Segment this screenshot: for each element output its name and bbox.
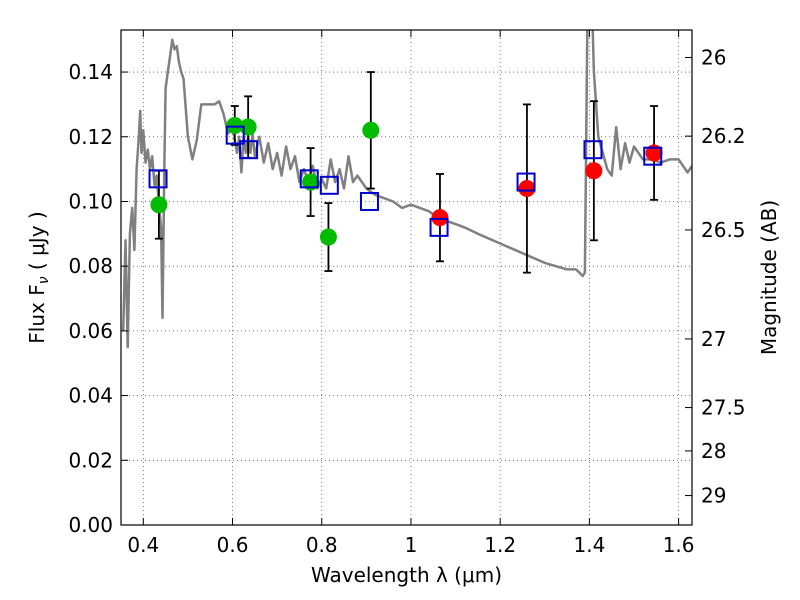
model-square-point bbox=[583, 140, 603, 160]
y-tick-label: 0.10 bbox=[68, 189, 113, 213]
green-data-point bbox=[150, 196, 168, 214]
y-axis-label-sub: ν bbox=[36, 276, 52, 284]
marks-layer bbox=[148, 71, 663, 274]
y-axis-label-main: Flux F bbox=[25, 284, 49, 343]
y-tick-label: 0.14 bbox=[68, 60, 113, 84]
y-axis-label-unit: ( μJy ) bbox=[25, 211, 49, 276]
x-tick-label: 0.4 bbox=[127, 533, 159, 557]
x-tick-label: 1 bbox=[405, 533, 418, 557]
ticks: 0.4 0.6 0.8 1 1.2 1.4 1.6 0.00 0.02 0.04 0.06 0.08 0… bbox=[68, 30, 746, 557]
y2-tick-label: 27 bbox=[701, 327, 726, 351]
model-square-point bbox=[429, 217, 449, 237]
red-data-point bbox=[431, 209, 449, 227]
model-square-point bbox=[319, 175, 339, 195]
y2-axis-label: Magnitude (AB) bbox=[757, 200, 781, 355]
spectrum-line bbox=[121, 30, 692, 349]
x-tick-label: 1.4 bbox=[573, 533, 605, 557]
y2-tick-label: 26.2 bbox=[701, 124, 746, 148]
y-tick-label: 0.02 bbox=[68, 448, 113, 472]
x-tick-label: 0.6 bbox=[217, 533, 249, 557]
model-square-point bbox=[239, 140, 259, 160]
model-square-point bbox=[148, 169, 168, 189]
model-square-point bbox=[299, 169, 319, 189]
model-square-point bbox=[359, 191, 379, 211]
green-data-point bbox=[362, 121, 380, 139]
model-square-point bbox=[225, 125, 245, 145]
grid bbox=[121, 30, 692, 526]
model-square-point bbox=[516, 172, 536, 192]
y-tick-label: 0.12 bbox=[68, 125, 113, 149]
model-square-point bbox=[643, 146, 663, 166]
plot-frame bbox=[120, 29, 693, 526]
x-tick-label: 1.6 bbox=[663, 533, 695, 557]
y-axis-label: Flux Fν ( μJy ) bbox=[25, 211, 52, 343]
x-axis-label: Wavelength λ (μm) bbox=[311, 563, 502, 587]
y2-tick-label: 27.5 bbox=[701, 396, 746, 420]
y2-tick-label: 26.5 bbox=[701, 218, 746, 242]
y-tick-label: 0.08 bbox=[68, 254, 113, 278]
x-tick-label: 0.8 bbox=[306, 533, 338, 557]
y2-tick-label: 29 bbox=[701, 484, 726, 508]
red-data-point bbox=[518, 180, 536, 198]
y2-tick-label: 26 bbox=[701, 46, 726, 70]
y-tick-label: 0.04 bbox=[68, 384, 113, 408]
red-data-point bbox=[585, 162, 603, 180]
y-tick-label: 0.00 bbox=[68, 513, 113, 537]
x-tick-label: 1.2 bbox=[484, 533, 516, 557]
spectrum-layer bbox=[121, 30, 692, 349]
y-tick-label: 0.06 bbox=[68, 319, 113, 343]
y2-tick-label: 28 bbox=[701, 439, 726, 463]
green-data-point bbox=[319, 228, 337, 246]
